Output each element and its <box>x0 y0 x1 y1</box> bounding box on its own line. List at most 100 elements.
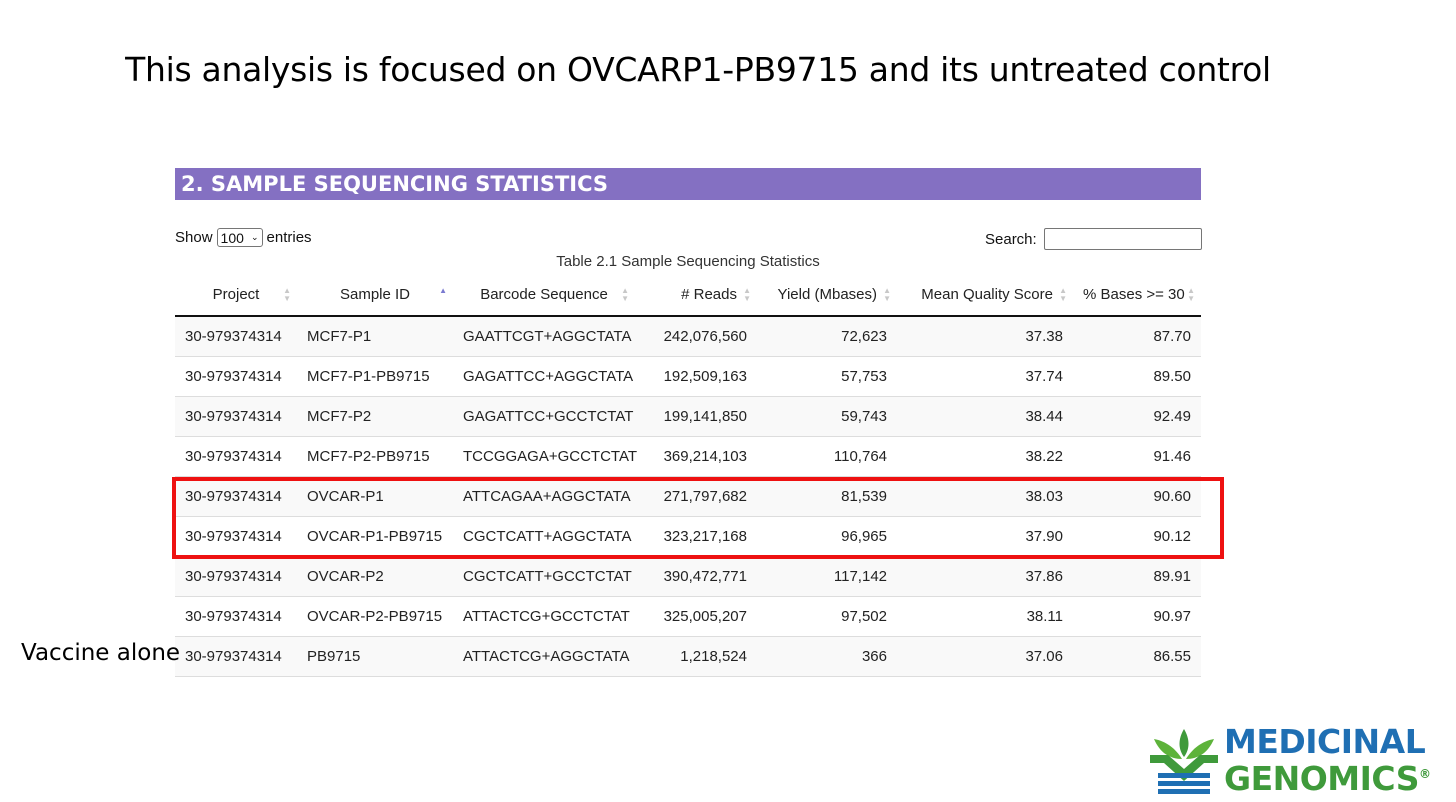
table-row: 30-979374314 MCF7-P1 GAATTCGT+AGGCTATA 2… <box>175 316 1201 357</box>
cell-project: 30-979374314 <box>175 596 297 637</box>
cell-project: 30-979374314 <box>175 356 297 397</box>
table-row: 30-979374314 MCF7-P2-PB9715 TCCGGAGA+GCC… <box>175 436 1201 477</box>
cell-barcode: ATTACTCG+GCCTCTAT <box>453 596 635 637</box>
cell-bases-q30: 86.55 <box>1073 636 1201 677</box>
cell-project: 30-979374314 <box>175 316 297 357</box>
cell-barcode: ATTACTCG+AGGCTATA <box>453 636 635 677</box>
cell-project: 30-979374314 <box>175 636 297 677</box>
cell-sample-id: OVCAR-P2-PB9715 <box>297 596 453 637</box>
cell-mean-quality: 37.74 <box>897 356 1073 397</box>
cell-yield: 81,539 <box>757 476 897 517</box>
cell-mean-quality: 37.90 <box>897 516 1073 557</box>
sequencing-stats-table: Project ▲▼ Sample ID ▲▼ Barcode Sequence… <box>175 274 1201 677</box>
cell-reads: 390,472,771 <box>635 556 757 597</box>
table-row-highlighted: 30-979374314 OVCAR-P1-PB9715 CGCTCATT+AG… <box>175 516 1201 557</box>
column-header-yield[interactable]: Yield (Mbases) ▲ ▼ <box>757 274 897 317</box>
cell-mean-quality: 37.86 <box>897 556 1073 597</box>
show-label: Show <box>175 229 213 246</box>
cell-bases-q30: 89.91 <box>1073 556 1201 597</box>
table-row: 30-979374314 MCF7-P1-PB9715 GAGATTCC+AGG… <box>175 356 1201 397</box>
cell-reads: 242,076,560 <box>635 316 757 357</box>
table-row: 30-979374314 PB9715 ATTACTCG+AGGCTATA 1,… <box>175 636 1201 677</box>
cell-mean-quality: 38.22 <box>897 436 1073 477</box>
cell-bases-q30: 91.46 <box>1073 436 1201 477</box>
table-caption: Table 2.1 Sample Sequencing Statistics <box>556 253 820 270</box>
cell-project: 30-979374314 <box>175 516 297 557</box>
column-header-mean-quality-score[interactable]: Mean Quality Score ▲ ▼ <box>897 274 1073 317</box>
cell-sample-id: OVCAR-P1 <box>297 476 453 517</box>
table-row: 30-979374314 MCF7-P2 GAGATTCC+GCCTCTAT 1… <box>175 396 1201 437</box>
cell-bases-q30: 90.12 <box>1073 516 1201 557</box>
search-input[interactable] <box>1043 228 1202 250</box>
column-header-barcode-sequence[interactable]: Barcode Sequence ▲ ▼ <box>453 274 635 317</box>
sort-icon: ▲ ▼ <box>1187 285 1195 303</box>
cell-yield: 72,623 <box>757 316 897 357</box>
table-header-row: Project ▲▼ Sample ID ▲▼ Barcode Sequence… <box>175 274 1201 317</box>
cell-reads: 1,218,524 <box>635 636 757 677</box>
cell-sample-id: MCF7-P2-PB9715 <box>297 436 453 477</box>
search-label: Search: <box>985 230 1037 248</box>
entries-label: entries <box>266 229 312 246</box>
logo-wordmark: MEDICINAL GENOMICS® <box>1224 725 1431 795</box>
table-row: 30-979374314 OVCAR-P2-PB9715 ATTACTCG+GC… <box>175 596 1201 637</box>
sort-icon: ▲ ▼ <box>1059 285 1067 303</box>
column-header-sample-id[interactable]: Sample ID ▲▼ <box>297 274 453 317</box>
cell-bases-q30: 89.50 <box>1073 356 1201 397</box>
logo-line-medicinal: MEDICINAL <box>1224 722 1426 761</box>
company-logo: MEDICINAL GENOMICS® <box>1148 722 1448 798</box>
cell-project: 30-979374314 <box>175 556 297 597</box>
cell-bases-q30: 92.49 <box>1073 396 1201 437</box>
cell-bases-q30: 90.60 <box>1073 476 1201 517</box>
slide-title: This analysis is focused on OVCARP1-PB97… <box>125 50 1271 89</box>
section-heading: 2. SAMPLE SEQUENCING STATISTICS <box>175 168 1201 200</box>
entries-select-value: 100 <box>220 229 244 246</box>
cell-bases-q30: 87.70 <box>1073 316 1201 357</box>
column-header-reads[interactable]: # Reads ▲ ▼ <box>635 274 757 317</box>
table-row: 30-979374314 OVCAR-P2 CGCTCATT+GCCTCTAT … <box>175 556 1201 597</box>
table-row-highlighted: 30-979374314 OVCAR-P1 ATTCAGAA+AGGCTATA … <box>175 476 1201 517</box>
sort-ascending-icon: ▲▼ <box>439 285 447 295</box>
cell-barcode: GAATTCGT+AGGCTATA <box>453 316 635 357</box>
cell-barcode: CGCTCATT+GCCTCTAT <box>453 556 635 597</box>
logo-line-genomics: GENOMICS® <box>1224 758 1431 795</box>
cell-mean-quality: 37.38 <box>897 316 1073 357</box>
cell-sample-id: PB9715 <box>297 636 453 677</box>
cell-project: 30-979374314 <box>175 396 297 437</box>
cell-project: 30-979374314 <box>175 476 297 517</box>
cell-barcode: ATTCAGAA+AGGCTATA <box>453 476 635 517</box>
sort-icon: ▲ ▼ <box>621 285 629 303</box>
cell-barcode: TCCGGAGA+GCCTCTAT <box>453 436 637 477</box>
cell-reads: 199,141,850 <box>635 396 757 437</box>
cell-mean-quality: 38.44 <box>897 396 1073 437</box>
trademark-mark: ® <box>1419 767 1431 781</box>
search-control: Search: <box>985 228 1202 250</box>
cell-yield: 110,764 <box>757 436 897 477</box>
cell-barcode: GAGATTCC+AGGCTATA <box>453 356 635 397</box>
cell-yield: 97,502 <box>757 596 897 637</box>
entries-select[interactable]: 100 ⌄ <box>216 228 263 247</box>
cell-mean-quality: 38.11 <box>897 596 1073 637</box>
cell-reads: 369,214,103 <box>635 436 757 477</box>
chevron-down-icon: ⌄ <box>250 232 259 242</box>
entries-length-control: Show 100 ⌄ entries <box>175 228 312 247</box>
cell-yield: 59,743 <box>757 396 897 437</box>
cell-reads: 325,005,207 <box>635 596 757 637</box>
cell-reads: 192,509,163 <box>635 356 757 397</box>
cell-sample-id: MCF7-P2 <box>297 396 453 437</box>
column-header-project[interactable]: Project ▲ ▼ <box>175 274 297 317</box>
cell-mean-quality: 37.06 <box>897 636 1073 677</box>
cell-reads: 323,217,168 <box>635 516 757 557</box>
cell-barcode: CGCTCATT+AGGCTATA <box>453 516 635 557</box>
cell-project: 30-979374314 <box>175 436 297 477</box>
cell-yield: 366 <box>757 636 897 677</box>
cell-yield: 57,753 <box>757 356 897 397</box>
cell-mean-quality: 38.03 <box>897 476 1073 517</box>
cell-yield: 96,965 <box>757 516 897 557</box>
column-header-bases-q30[interactable]: % Bases >= 30 ▲ ▼ <box>1073 274 1201 317</box>
cell-sample-id: OVCAR-P1-PB9715 <box>297 516 453 557</box>
cell-bases-q30: 90.97 <box>1073 596 1201 637</box>
logo-mark-icon <box>1150 729 1218 794</box>
cell-barcode: GAGATTCC+GCCTCTAT <box>453 396 635 437</box>
cell-sample-id: MCF7-P1 <box>297 316 453 357</box>
cell-yield: 117,142 <box>757 556 897 597</box>
